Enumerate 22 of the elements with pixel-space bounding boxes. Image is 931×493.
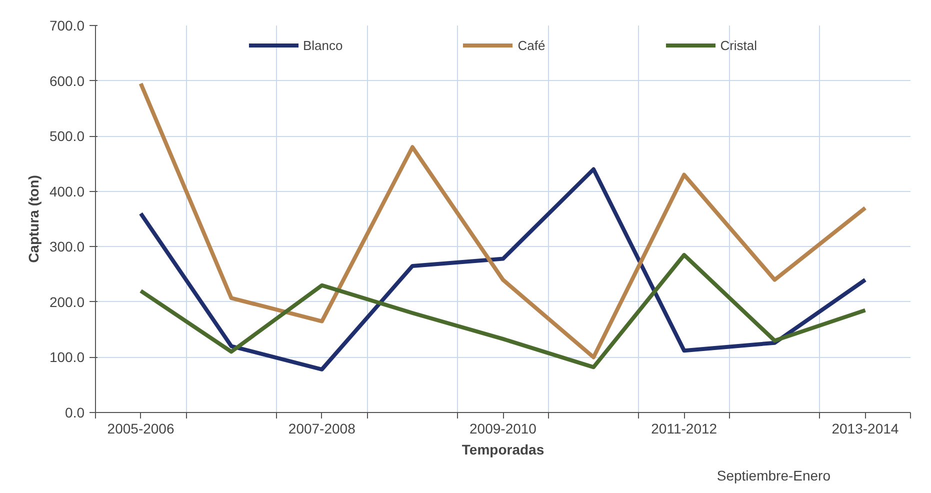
x-axis-title: Temporadas: [462, 442, 544, 458]
y-tick-label: 600.0: [49, 72, 85, 89]
y-tick-label: 300.0: [49, 238, 85, 255]
x-tick-label: 2009-2010: [470, 420, 537, 436]
legend-label: Cristal: [720, 38, 758, 52]
y-tick-label: 200.0: [49, 294, 85, 310]
y-tick-label: 100.0: [49, 349, 85, 366]
text: Septiembre-Enero: [716, 468, 831, 484]
legend-label: Café: [518, 38, 546, 52]
line-series: [138, 167, 868, 372]
y-tick-label: 500.0: [49, 128, 85, 144]
x-tick-label: 2005-2006: [107, 420, 174, 436]
x-tick-label: 2011-2012: [651, 420, 718, 436]
y-tick-label: 700.0: [49, 18, 85, 34]
line-series: [138, 82, 868, 360]
x-tick-label: 2013-2014: [832, 420, 899, 436]
y-tick-label: 400.0: [49, 183, 85, 200]
x-tick-label: 2007-2008: [288, 420, 356, 436]
legend-label: Blanco: [302, 38, 343, 52]
y-tick-label: 0.0: [65, 404, 85, 420]
y-axis-title: Captura (ton): [25, 175, 42, 263]
line-series: [138, 252, 868, 370]
